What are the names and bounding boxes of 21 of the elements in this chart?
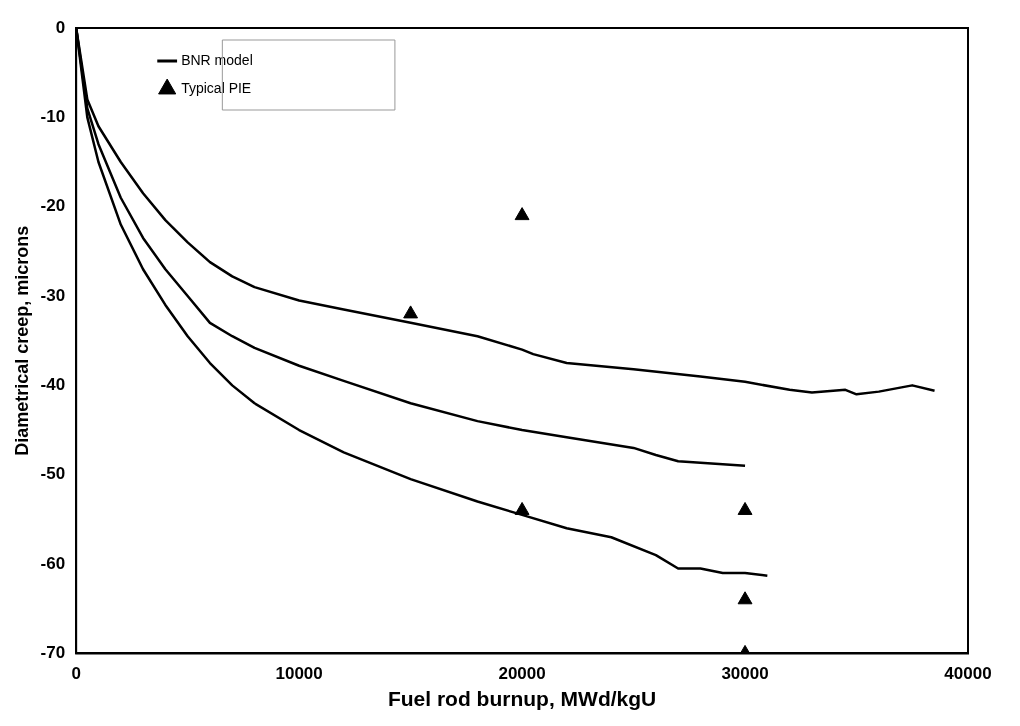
- x-tick-label: 10000: [275, 664, 323, 684]
- x-tick-label: 0: [71, 664, 81, 684]
- y-tick-label: -10: [40, 107, 66, 127]
- y-tick-label: 0: [55, 17, 66, 37]
- x-axis-title: Fuel rod burnup, MWd/kgU: [387, 687, 657, 711]
- x-tick-label: 40000: [944, 664, 992, 684]
- y-axis-title: Diametrical creep, microns: [11, 225, 32, 456]
- legend-label: Typical PIE: [181, 79, 252, 96]
- y-tick-label: -30: [40, 285, 66, 305]
- x-tick-label: 30000: [721, 664, 769, 684]
- point: [514, 207, 530, 221]
- point: [737, 591, 753, 605]
- y-tick-label: -20: [40, 196, 66, 216]
- y-tick-label: -40: [40, 375, 66, 395]
- x-tick-label: 20000: [498, 664, 546, 684]
- y-tick-label: -50: [40, 464, 66, 484]
- point: [737, 501, 753, 515]
- y-tick-label: -60: [40, 553, 66, 573]
- y-tick-label: -70: [40, 643, 66, 663]
- legend-label: BNR model: [181, 51, 253, 68]
- point: [403, 305, 419, 319]
